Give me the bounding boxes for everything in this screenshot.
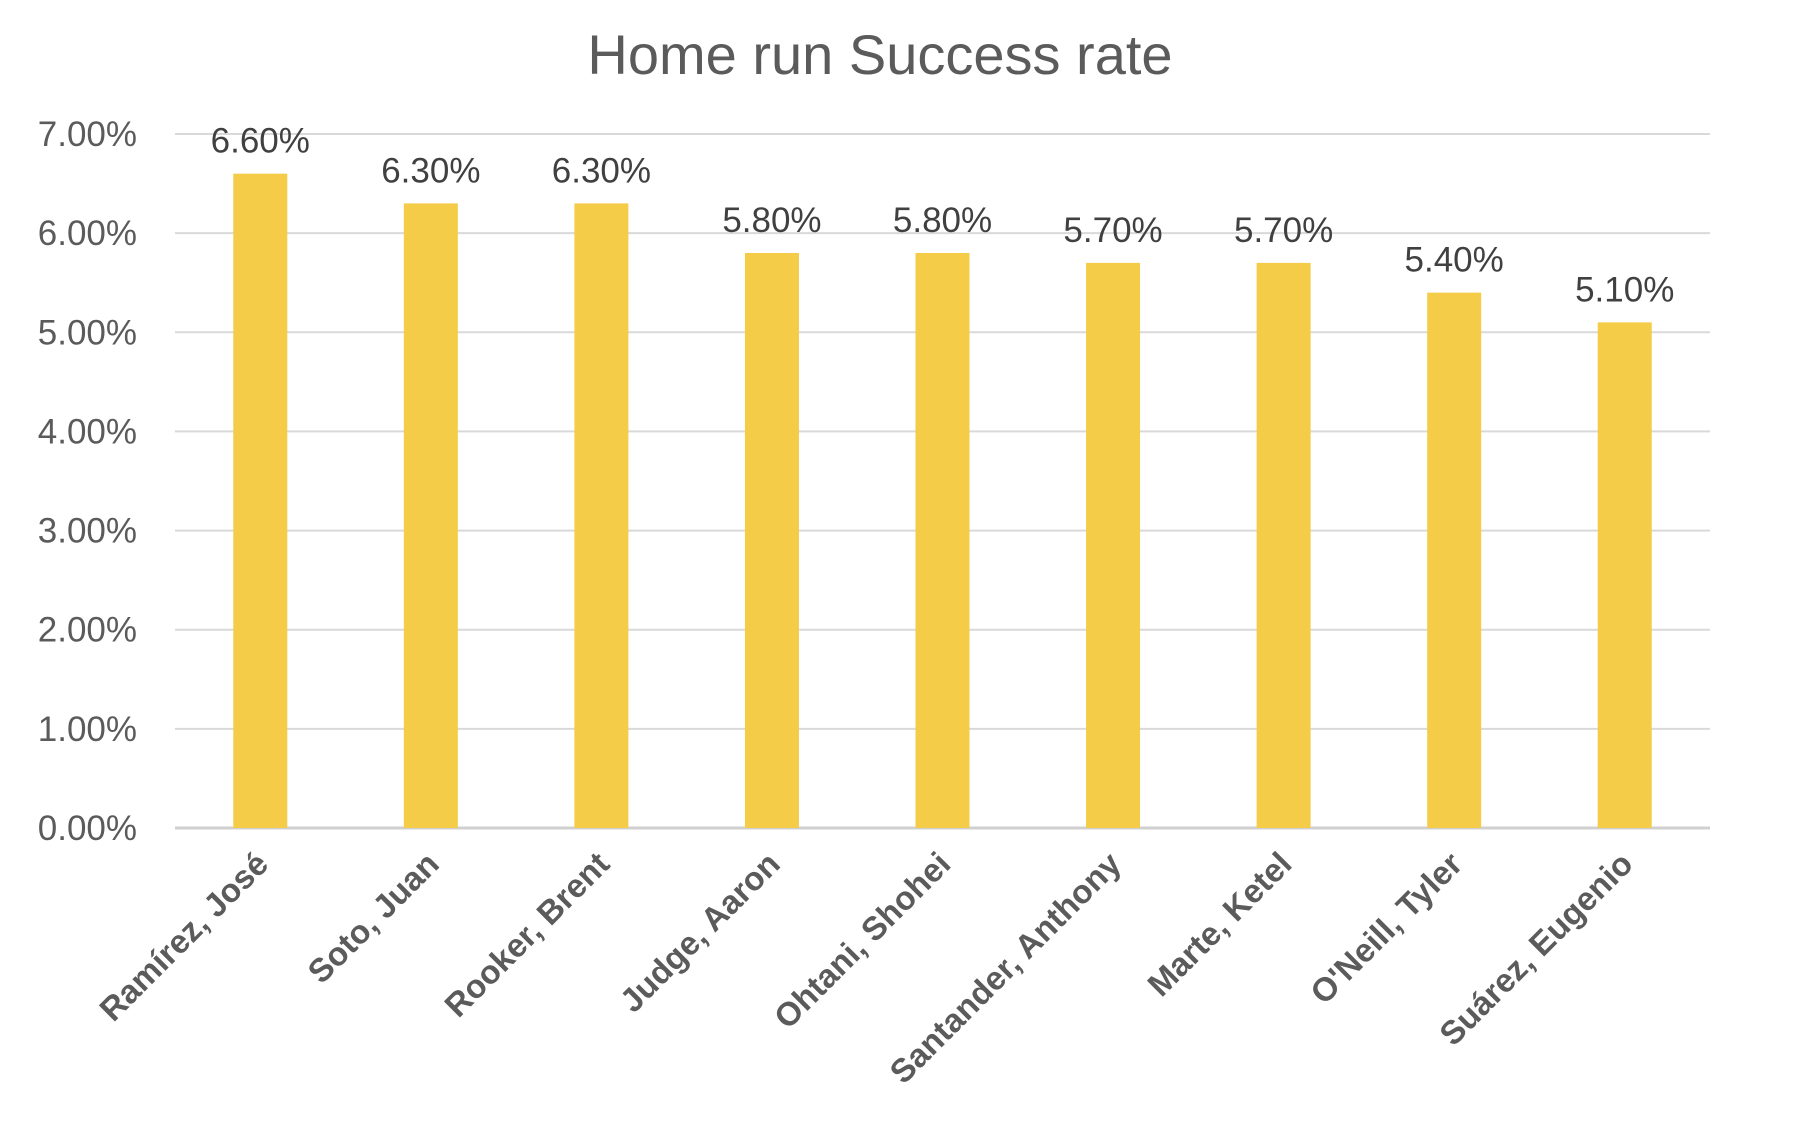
y-tick-label: 5.00% — [38, 313, 137, 352]
bar — [403, 203, 458, 828]
data-label: 5.80% — [893, 201, 992, 240]
x-tick-label: Judge, Aaron — [612, 845, 786, 1019]
y-axis-ticks: 0.00% 1.00% 2.00% 3.00% 4.00% 5.00% 6.00% 7.00% — [38, 115, 137, 848]
y-tick-label: 2.00% — [38, 611, 137, 650]
bar — [1427, 292, 1482, 829]
data-label: 5.70% — [1063, 211, 1162, 250]
bar — [1256, 262, 1311, 828]
y-tick-label: 6.00% — [38, 214, 137, 253]
bar — [744, 252, 799, 828]
data-label: 6.30% — [381, 151, 480, 190]
bar — [1597, 322, 1652, 828]
y-tick-label: 3.00% — [38, 512, 137, 551]
y-tick-label: 1.00% — [38, 710, 137, 749]
y-tick-label: 7.00% — [38, 115, 137, 154]
chart-title: Home run Success rate — [587, 23, 1172, 86]
x-tick-label: Marte, Ketel — [1140, 845, 1298, 1003]
x-tick-label: Ohtani, Shohei — [767, 845, 958, 1036]
data-label: 5.40% — [1405, 241, 1504, 280]
x-tick-label: Ramírez, José — [92, 845, 275, 1028]
bar — [574, 203, 629, 828]
y-tick-label: 4.00% — [38, 412, 137, 451]
data-label: 5.70% — [1234, 211, 1333, 250]
x-tick-label: O'Neill, Tyler — [1303, 845, 1469, 1011]
bar — [233, 173, 288, 828]
bar — [1086, 262, 1141, 828]
x-tick-label: Rooker, Brent — [437, 845, 616, 1024]
data-label: 5.10% — [1575, 270, 1674, 309]
bar — [915, 252, 970, 828]
data-labels: 6.60% 6.30% 6.30% 5.80% 5.80% 5.70% 5.70% 5.40%… — [211, 122, 1675, 310]
bars — [233, 173, 1652, 829]
data-label: 5.80% — [722, 201, 821, 240]
x-tick-label: Soto, Juan — [300, 845, 445, 990]
data-label: 6.30% — [552, 151, 651, 190]
y-tick-label: 0.00% — [38, 809, 137, 848]
data-label: 6.60% — [211, 122, 310, 161]
